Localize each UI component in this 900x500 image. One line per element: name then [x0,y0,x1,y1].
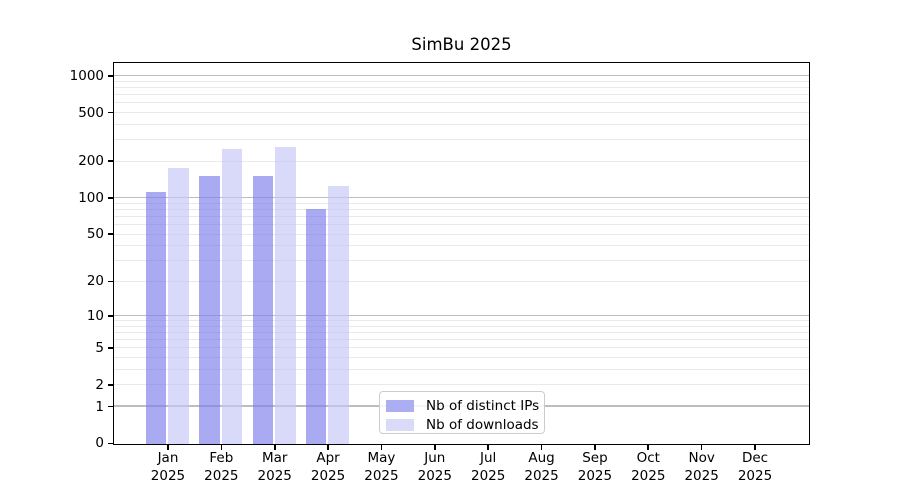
y-tick-mark [108,315,113,317]
minor-gridline [114,339,809,341]
y-tick-mark [108,280,113,283]
minor-gridline [114,224,809,226]
y-tick-mark [108,75,113,77]
legend-item-downloads: Nb of downloads [386,416,544,435]
minor-gridline [114,332,809,334]
y-tick-mark [108,384,113,386]
x-tick-mark [327,445,329,450]
y-tick-label: 10 [86,307,104,324]
minor-gridline [114,160,809,162]
x-tick-label: Nov 2025 [684,450,719,484]
y-tick-label: 100 [78,189,104,206]
minor-gridline [114,102,809,104]
x-tick-mark [487,445,489,450]
x-tick-label: Jan 2025 [150,450,186,484]
y-tick-mark [108,405,113,408]
plot-area [113,62,810,445]
x-tick-label: Dec 2025 [737,450,773,484]
minor-gridline [114,325,809,327]
x-tick-label: Aug 2025 [524,450,559,484]
minor-gridline [114,139,809,141]
y-tick-mark [108,197,113,199]
minor-gridline [114,87,809,89]
x-tick-mark [380,445,383,450]
bar-downloads [221,149,243,444]
x-tick-mark [220,445,223,450]
legend: Nb of distinct IPs Nb of downloads [379,391,545,434]
minor-gridline [114,260,809,262]
bar-downloads [328,185,350,444]
y-tick-label: 0 [95,435,104,452]
minor-gridline [114,112,809,114]
y-tick-label: 200 [78,153,104,170]
major-gridline [114,314,809,316]
bar-downloads [168,168,189,444]
minor-gridline [114,209,809,211]
minor-gridline [114,233,809,235]
x-tick-mark [167,445,169,450]
y-tick-mark [108,160,113,163]
y-tick-label: 50 [86,226,104,243]
y-tick-mark [108,233,113,236]
legend-item-distinct-ips: Nb of distinct IPs [386,397,544,416]
minor-gridline [114,202,809,204]
minor-gridline [114,216,809,218]
bar-distinct-ips [252,176,274,444]
x-tick-mark [647,445,650,450]
y-tick-label: 500 [78,104,104,121]
y-tick-label: 1000 [69,67,104,84]
bar-distinct-ips [199,176,220,444]
chart-title: SimBu 2025 [411,35,512,54]
x-tick-mark [754,445,756,450]
y-tick-mark [108,111,113,114]
y-tick-mark [108,347,113,349]
x-tick-label: Jun 2025 [417,450,452,484]
minor-gridline [114,384,809,386]
y-tick-mark [108,442,113,445]
minor-gridline [114,320,809,322]
x-tick-mark [273,445,276,450]
x-tick-label: Feb 2025 [204,450,239,484]
legend-swatch-downloads [386,418,414,431]
x-tick-mark [594,445,596,450]
x-tick-mark [434,445,436,450]
minor-gridline [114,347,809,349]
y-tick-label: 1 [95,398,104,415]
y-tick-label: 2 [95,376,104,393]
minor-gridline [114,280,809,282]
legend-swatch-distinct-ips [386,400,414,413]
x-tick-mark [540,445,543,450]
x-tick-label: Mar 2025 [257,450,292,484]
minor-gridline [114,369,809,371]
legend-label-distinct-ips: Nb of distinct IPs [426,398,540,415]
minor-gridline [114,94,809,96]
minor-gridline [114,80,809,82]
legend-label-downloads: Nb of downloads [426,416,539,433]
minor-gridline [114,245,809,247]
x-tick-label: Oct 2025 [631,450,666,484]
x-tick-label: Apr 2025 [310,450,346,484]
y-tick-label: 5 [95,340,104,357]
x-tick-label: May 2025 [364,450,399,484]
major-gridline [114,74,809,76]
bar-distinct-ips [305,208,327,444]
minor-gridline [114,123,809,125]
bar-downloads [275,146,296,444]
x-tick-label: Jul 2025 [470,450,506,484]
x-tick-label: Sep 2025 [577,450,613,484]
y-tick-label: 20 [86,273,104,290]
major-gridline [114,196,809,198]
x-tick-mark [700,445,703,450]
minor-gridline [114,357,809,359]
bar-distinct-ips [145,191,167,444]
